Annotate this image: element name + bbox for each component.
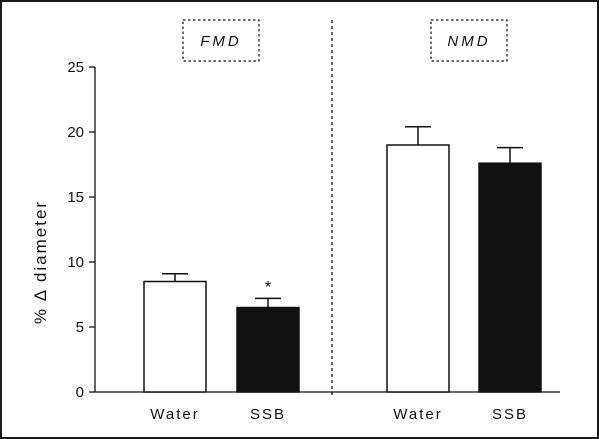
panel-label-box [182, 19, 260, 62]
significance-marker: * [265, 277, 272, 296]
y-tick-label: 25 [67, 59, 84, 76]
x-category-label: SSB [492, 406, 528, 423]
bars: * [143, 126, 542, 393]
x-category-label: Water [150, 406, 199, 423]
y-tick-label: 0 [76, 384, 84, 401]
panel-labels: FMD NMD [182, 19, 508, 62]
y-tick-label: 5 [76, 319, 84, 336]
bar-fmd-ssb [236, 306, 300, 393]
y-tick-label: 15 [67, 189, 84, 206]
bar-nmd-water [386, 144, 450, 393]
y-tick-label: 20 [67, 124, 84, 141]
x-axis: Water SSB Water SSB [95, 391, 560, 423]
y-axis-label: % Δ diameter [31, 200, 50, 324]
y-tick-label: 10 [67, 254, 84, 271]
x-category-label: SSB [250, 406, 286, 423]
panel-label: NMD [447, 33, 490, 50]
panel-label-box [430, 19, 508, 62]
panel-label: FMD [200, 33, 242, 50]
bar-fmd-water [143, 280, 207, 393]
x-category-label: Water [393, 406, 442, 423]
bar-nmd-ssb [478, 162, 542, 393]
y-axis: 0 5 10 15 20 25 [67, 59, 96, 401]
